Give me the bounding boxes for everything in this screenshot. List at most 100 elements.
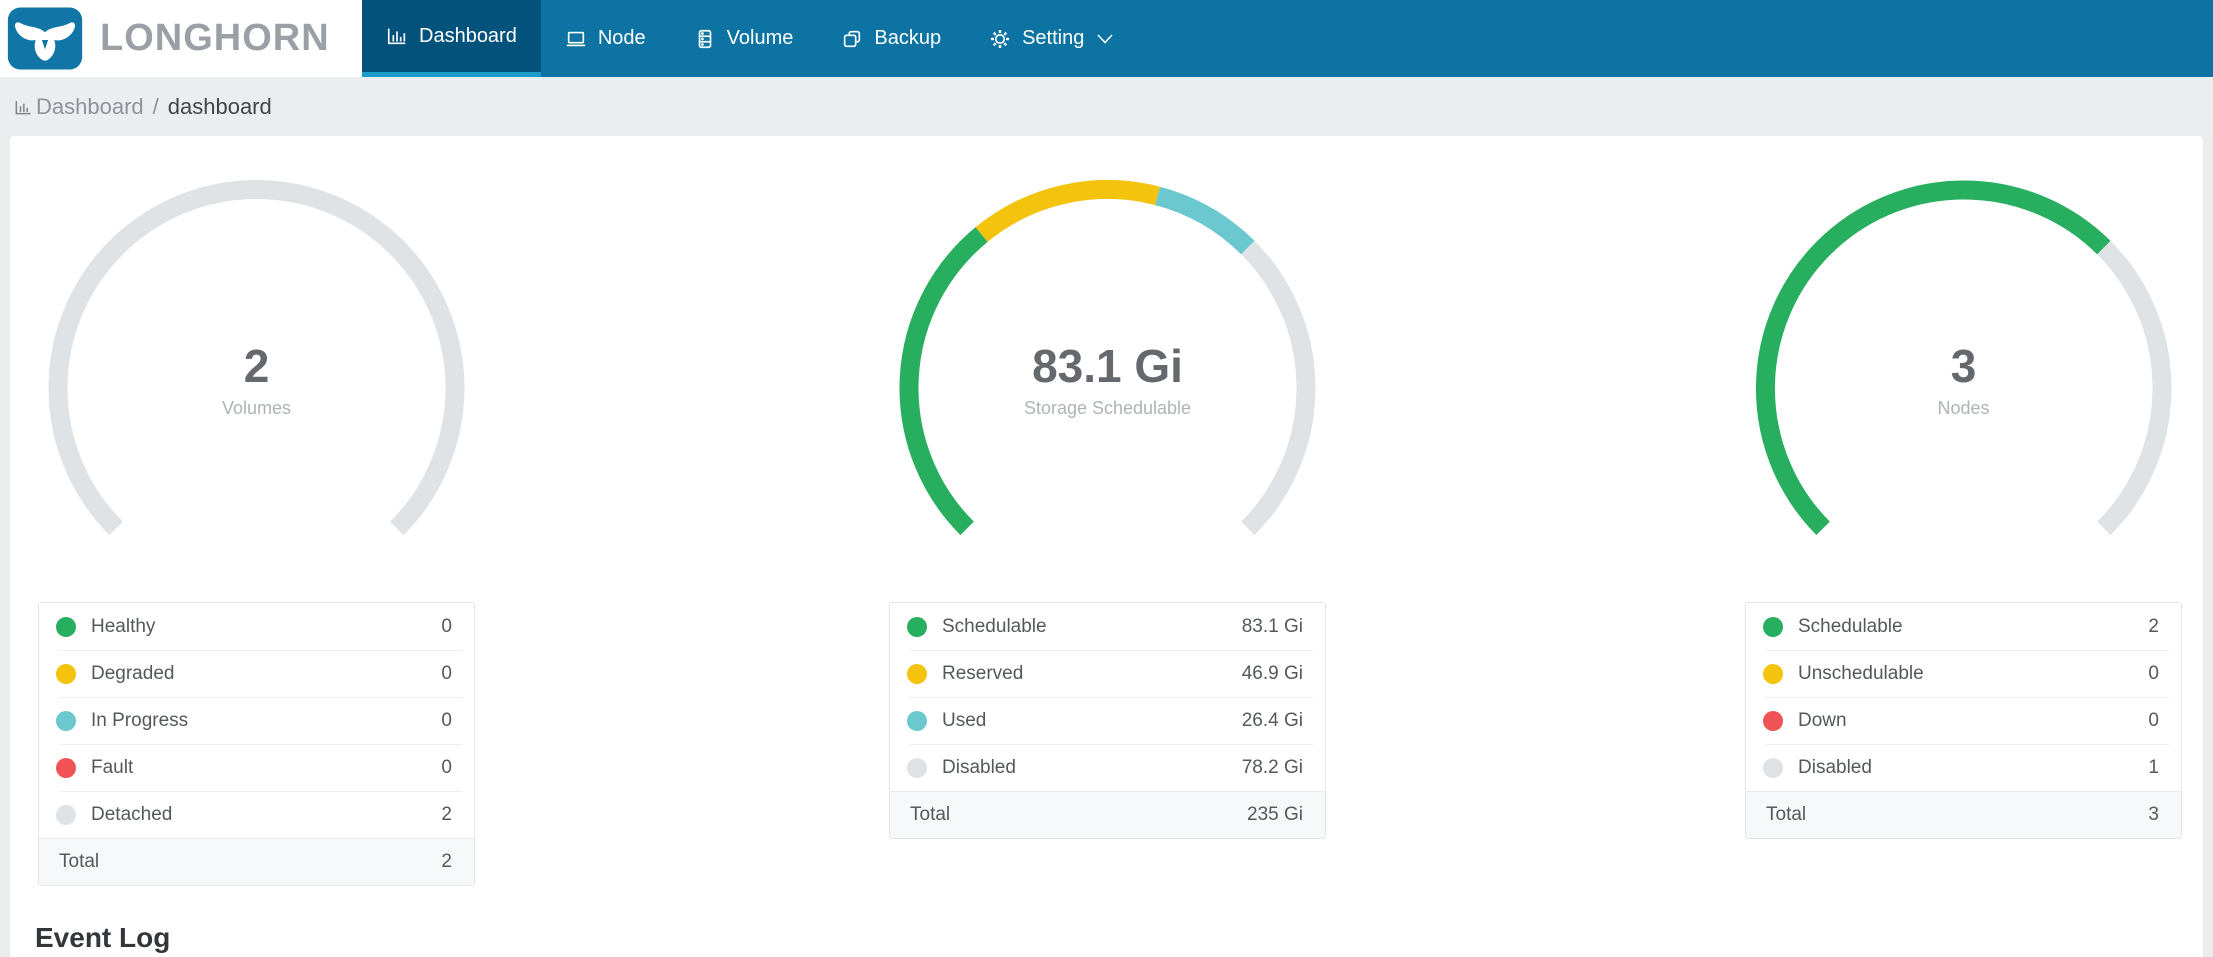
legend-dot	[1763, 663, 1783, 684]
top-navbar: LONGHORN Dashboard Node Volume Bac	[0, 0, 2213, 77]
gauge-segment-disabled	[2097, 240, 2172, 536]
legend-dot	[1763, 616, 1783, 637]
breadcrumb-section[interactable]: Dashboard	[36, 93, 144, 119]
legend-label: Reserved	[942, 662, 1024, 684]
nodes-column: 3 Nodes Schedulable 2 Unschedulable 0 Down 0 D…	[1745, 136, 2182, 839]
legend-row-down: Down 0	[1746, 697, 2181, 744]
gauge-center-value: 3	[1950, 340, 1977, 392]
legend-value: 0	[441, 662, 452, 684]
legend-label: Used	[942, 709, 987, 731]
legend-label: Down	[1798, 709, 1847, 731]
breadcrumb: Dashboard / dashboard	[0, 77, 2213, 136]
legend-row-schedulable: Schedulable 83.1 Gi	[890, 603, 1325, 650]
legend-dot	[56, 616, 76, 637]
volumes-column: 2 Volumes Healthy 0 Degraded 0 In Progress 0 F…	[38, 136, 475, 886]
nav-item-setting[interactable]: Setting	[965, 0, 1137, 77]
nav-item-dashboard[interactable]: Dashboard	[362, 0, 541, 77]
legend-dot	[56, 710, 76, 731]
legend-row-healthy: Healthy 0	[39, 603, 474, 650]
legend-dot	[907, 757, 927, 778]
gauge-center-label: Storage Schedulable	[1023, 398, 1192, 418]
legend-value: 2	[441, 803, 452, 825]
legend-dot	[1763, 757, 1783, 778]
legend-dot	[907, 616, 927, 637]
storage-gauge: 83.1 Gi Storage Schedulable	[889, 136, 1326, 576]
legend-label: Disabled	[1798, 756, 1872, 778]
nav-item-label: Setting	[1022, 27, 1085, 49]
legend-value: 83.1 Gi	[1241, 615, 1303, 637]
legend-value: 1	[2148, 756, 2159, 778]
nav-item-node[interactable]: Node	[541, 0, 670, 77]
legend-value: 2	[2148, 615, 2159, 637]
legend-value: 0	[2148, 662, 2159, 684]
brand-name: LONGHORN	[100, 17, 330, 59]
legend-row-disabled: Disabled 1	[1746, 744, 2181, 791]
dashboard-icon	[387, 28, 406, 45]
legend-label: Unschedulable	[1798, 662, 1924, 684]
nav-item-label: Dashboard	[419, 24, 517, 47]
volumes-legend-table: Healthy 0 Degraded 0 In Progress 0 Fault 0 Detac…	[38, 602, 475, 886]
volumes-gauge: 2 Volumes	[38, 136, 475, 576]
total-label: Total	[59, 850, 100, 872]
legend-total-row: Total 2	[39, 838, 474, 885]
total-label: Total	[910, 803, 951, 825]
gauge-center-label: Volumes	[221, 398, 292, 418]
legend-dot	[907, 710, 927, 731]
legend-dot	[56, 757, 76, 778]
legend-row-detached: Detached 2	[39, 791, 474, 838]
backup-icon	[844, 30, 861, 47]
nav-item-label: Volume	[726, 27, 794, 49]
legend-value: 0	[441, 615, 452, 637]
legend-value: 78.2 Gi	[1241, 756, 1303, 778]
gauge-segment-schedulable	[1756, 180, 2111, 536]
storage-column: 83.1 Gi Storage Schedulable Schedulable 8…	[889, 136, 1326, 839]
gauge-center-value: 2	[243, 340, 270, 392]
legend-value: 0	[441, 709, 452, 731]
legend-row-schedulable: Schedulable 2	[1746, 603, 2181, 650]
legend-value: 26.4 Gi	[1241, 709, 1303, 731]
gauge-center-value: 83.1 Gi	[1032, 340, 1183, 392]
legend-label: Disabled	[942, 756, 1016, 778]
legend-total-row: Total 3	[1746, 791, 2181, 838]
legend-row-disabled: Disabled 78.2 Gi	[890, 744, 1325, 791]
event-log-title: Event Log	[35, 922, 171, 953]
nodes-gauge: 3 Nodes	[1745, 136, 2182, 576]
gauge-segment-schedulable	[899, 227, 988, 536]
nav-item-label: Node	[597, 27, 646, 49]
total-value: 235 Gi	[1247, 803, 1303, 825]
legend-row-in-progress: In Progress 0	[39, 697, 474, 744]
volume-icon	[698, 29, 711, 48]
gauge-segment-detached	[48, 180, 465, 536]
gauge-arc	[1756, 180, 2172, 536]
logo-area[interactable]: LONGHORN	[0, 0, 362, 77]
legend-dot	[907, 663, 927, 684]
storage-legend-table: Schedulable 83.1 Gi Reserved 46.9 Gi Used 26.…	[889, 602, 1326, 839]
nodes-legend-table: Schedulable 2 Unschedulable 0 Down 0 Disabled 1…	[1745, 602, 2182, 839]
gauge-segment-used	[1155, 186, 1255, 255]
legend-row-reserved: Reserved 46.9 Gi	[890, 650, 1325, 697]
legend-label: Fault	[91, 756, 134, 778]
setting-icon	[991, 29, 1010, 48]
legend-row-unschedulable: Unschedulable 0	[1746, 650, 2181, 697]
breadcrumb-separator: /	[152, 93, 159, 119]
main-nav: Dashboard Node Volume Backup	[362, 0, 1137, 77]
legend-label: Detached	[91, 803, 173, 825]
dashboard-panel: 2 Volumes Healthy 0 Degraded 0 In Progress 0 F…	[10, 136, 2203, 957]
legend-dot	[1763, 710, 1783, 731]
gauge-segment-disabled	[1241, 240, 1316, 536]
gauge-arc	[48, 180, 465, 536]
gauge-arc	[899, 180, 1316, 536]
legend-label: Healthy	[91, 615, 156, 637]
legend-total-row: Total 235 Gi	[890, 791, 1325, 838]
nav-item-volume[interactable]: Volume	[670, 0, 818, 77]
legend-value: 0	[441, 756, 452, 778]
total-value: 3	[2148, 803, 2159, 825]
legend-label: Schedulable	[942, 615, 1047, 637]
chevron-down-icon	[1097, 33, 1113, 44]
nav-item-label: Backup	[874, 27, 942, 49]
gauge-center-label: Nodes	[1937, 398, 1990, 418]
nav-item-backup[interactable]: Backup	[817, 0, 965, 77]
bar-chart-icon	[15, 100, 31, 114]
legend-value: 0	[2148, 709, 2159, 731]
legend-label: Schedulable	[1798, 615, 1903, 637]
